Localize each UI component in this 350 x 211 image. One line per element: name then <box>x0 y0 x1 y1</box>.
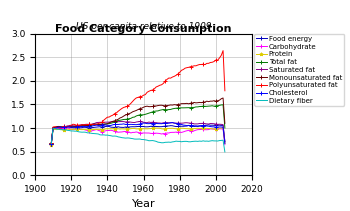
Polyunsaturated fat <box>183 67 187 69</box>
Carbohydrate <box>223 143 227 146</box>
Protein <box>149 127 153 130</box>
Total fat <box>183 107 187 109</box>
Line: Carbohydrate: Carbohydrate <box>49 126 227 147</box>
Title: Food Category Consumption: Food Category Consumption <box>55 24 232 34</box>
Total fat <box>149 111 153 114</box>
Cholesterol <box>136 123 140 126</box>
Carbohydrate <box>49 143 54 145</box>
Monounsaturated fat <box>49 142 54 145</box>
Food energy <box>183 125 187 127</box>
Polyunsaturated fat <box>49 142 54 144</box>
Polyunsaturated fat <box>223 89 227 92</box>
Carbohydrate <box>138 132 142 134</box>
Carbohydrate <box>185 130 189 132</box>
Legend: Food energy, Carbohydrate, Protein, Total fat, Saturated fat, Monounsaturated fa: Food energy, Carbohydrate, Protein, Tota… <box>254 34 344 106</box>
Total fat <box>55 126 59 129</box>
Carbohydrate <box>55 127 59 129</box>
Protein <box>55 128 59 131</box>
Polyunsaturated fat <box>149 89 153 92</box>
Food energy <box>136 125 140 128</box>
Protein <box>183 127 187 130</box>
Cholesterol <box>170 121 175 124</box>
Line: Food energy: Food energy <box>49 123 227 145</box>
Line: Cholesterol: Cholesterol <box>49 120 227 146</box>
Protein <box>62 128 66 131</box>
Monounsaturated fat <box>94 123 99 126</box>
Food energy <box>94 126 99 128</box>
Protein <box>136 128 140 130</box>
Carbohydrate <box>96 129 100 131</box>
Polyunsaturated fat <box>221 49 225 52</box>
Total fat <box>94 123 99 126</box>
Protein <box>223 142 227 145</box>
Saturated fat <box>49 142 54 145</box>
Total fat <box>223 127 227 129</box>
Polyunsaturated fat <box>94 123 99 126</box>
Carbohydrate <box>64 126 68 129</box>
Cholesterol <box>185 124 189 127</box>
Total fat <box>49 142 54 145</box>
Saturated fat <box>185 122 189 124</box>
Line: Saturated fat: Saturated fat <box>49 119 227 146</box>
Carbohydrate <box>150 132 155 135</box>
Monounsaturated fat <box>149 105 153 108</box>
Food energy <box>55 127 59 129</box>
Dietary fiber <box>49 143 54 145</box>
Monounsaturated fat <box>55 125 59 128</box>
Cholesterol <box>55 127 59 129</box>
Line: Monounsaturated fat: Monounsaturated fat <box>49 96 227 146</box>
Food energy <box>49 142 54 145</box>
Dietary fiber <box>223 151 227 153</box>
Polyunsaturated fat <box>62 125 66 128</box>
Food energy <box>223 141 227 143</box>
Dietary fiber <box>185 140 189 143</box>
Protein <box>94 128 99 131</box>
Dietary fiber <box>150 139 155 142</box>
Protein <box>49 143 54 146</box>
Polyunsaturated fat <box>136 96 140 99</box>
Dietary fiber <box>51 127 55 130</box>
Monounsaturated fat <box>136 108 140 111</box>
Total fat <box>221 103 225 106</box>
Cholesterol <box>94 124 99 126</box>
Saturated fat <box>62 126 66 128</box>
Line: Dietary fiber: Dietary fiber <box>51 128 225 152</box>
Saturated fat <box>138 120 142 123</box>
Saturated fat <box>94 121 99 124</box>
Dietary fiber <box>56 128 61 130</box>
Monounsaturated fat <box>183 102 187 105</box>
Monounsaturated fat <box>221 97 225 99</box>
Monounsaturated fat <box>62 126 66 128</box>
Cholesterol <box>149 122 153 125</box>
Food energy <box>149 125 153 127</box>
Cholesterol <box>62 126 66 129</box>
X-axis label: Year: Year <box>132 199 155 209</box>
Total fat <box>136 114 140 117</box>
Cholesterol <box>49 142 54 145</box>
Text: US per capita relative to 1909: US per capita relative to 1909 <box>76 22 211 31</box>
Food energy <box>62 127 66 129</box>
Polyunsaturated fat <box>55 126 59 128</box>
Protein <box>221 127 225 129</box>
Saturated fat <box>150 121 155 123</box>
Saturated fat <box>112 120 117 123</box>
Food energy <box>206 123 211 126</box>
Carbohydrate <box>62 127 66 130</box>
Total fat <box>62 126 66 128</box>
Dietary fiber <box>64 128 68 131</box>
Dietary fiber <box>96 133 100 135</box>
Cholesterol <box>223 142 227 145</box>
Saturated fat <box>223 140 227 143</box>
Saturated fat <box>55 126 59 128</box>
Line: Polyunsaturated fat: Polyunsaturated fat <box>49 49 227 145</box>
Line: Total fat: Total fat <box>49 103 227 145</box>
Monounsaturated fat <box>223 122 227 125</box>
Line: Protein: Protein <box>50 126 226 146</box>
Dietary fiber <box>138 138 142 140</box>
